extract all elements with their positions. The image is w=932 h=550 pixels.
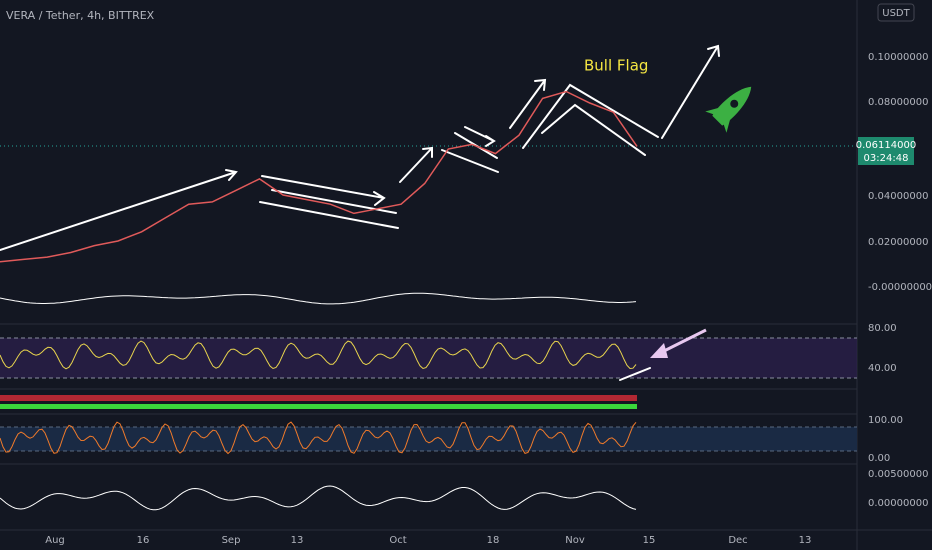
time-axis-label: Oct <box>389 535 406 546</box>
symbol-title: VERA / Tether, 4h, BITTREX <box>6 9 155 22</box>
countdown: 03:24:48 <box>864 153 909 164</box>
price-axis-label: 0.08000000 <box>868 97 928 108</box>
stoch-line <box>0 421 637 455</box>
rsi-band <box>0 338 857 378</box>
macd-axis-label: 0.00000000 <box>868 498 928 509</box>
rsi-axis-label: 40.00 <box>868 363 897 374</box>
stoch-band <box>0 427 857 451</box>
time-axis-label: 18 <box>487 535 500 546</box>
stoch-axis-label: 0.00 <box>868 453 890 464</box>
price-line <box>0 90 638 263</box>
time-axis-label: Sep <box>222 535 241 546</box>
stoch-axis-label: 100.00 <box>868 415 903 426</box>
last-price-badge <box>858 137 914 165</box>
indicator-band <box>0 404 637 409</box>
macd-axis-label: 0.00500000 <box>868 469 928 480</box>
trend-annotations <box>0 44 720 381</box>
price-axis-label: 0.04000000 <box>868 191 928 202</box>
time-axis-label: Nov <box>565 535 585 546</box>
indicator-band <box>0 395 637 401</box>
volume-indicator-line <box>0 292 637 305</box>
time-axis-label: 13 <box>291 535 304 546</box>
price-axis-label: 0.02000000 <box>868 237 928 248</box>
time-axis-label: 15 <box>643 535 656 546</box>
time-axis-label: Dec <box>728 535 747 546</box>
price-axis-label: -0.00000000 <box>868 282 932 293</box>
macd-line <box>0 485 637 511</box>
currency-label[interactable]: USDT <box>882 8 910 19</box>
annotation-text: Bull Flag <box>584 57 648 75</box>
rsi-line <box>0 340 637 370</box>
last-price: 0.06114000 <box>856 140 916 151</box>
time-axis-label: 13 <box>799 535 812 546</box>
price-axis-label: 0.10000000 <box>868 52 928 63</box>
currency-button[interactable] <box>877 3 915 22</box>
time-axis-label: 16 <box>137 535 150 546</box>
time-axis-label: Aug <box>45 535 65 546</box>
rsi-axis-label: 80.00 <box>868 323 897 334</box>
